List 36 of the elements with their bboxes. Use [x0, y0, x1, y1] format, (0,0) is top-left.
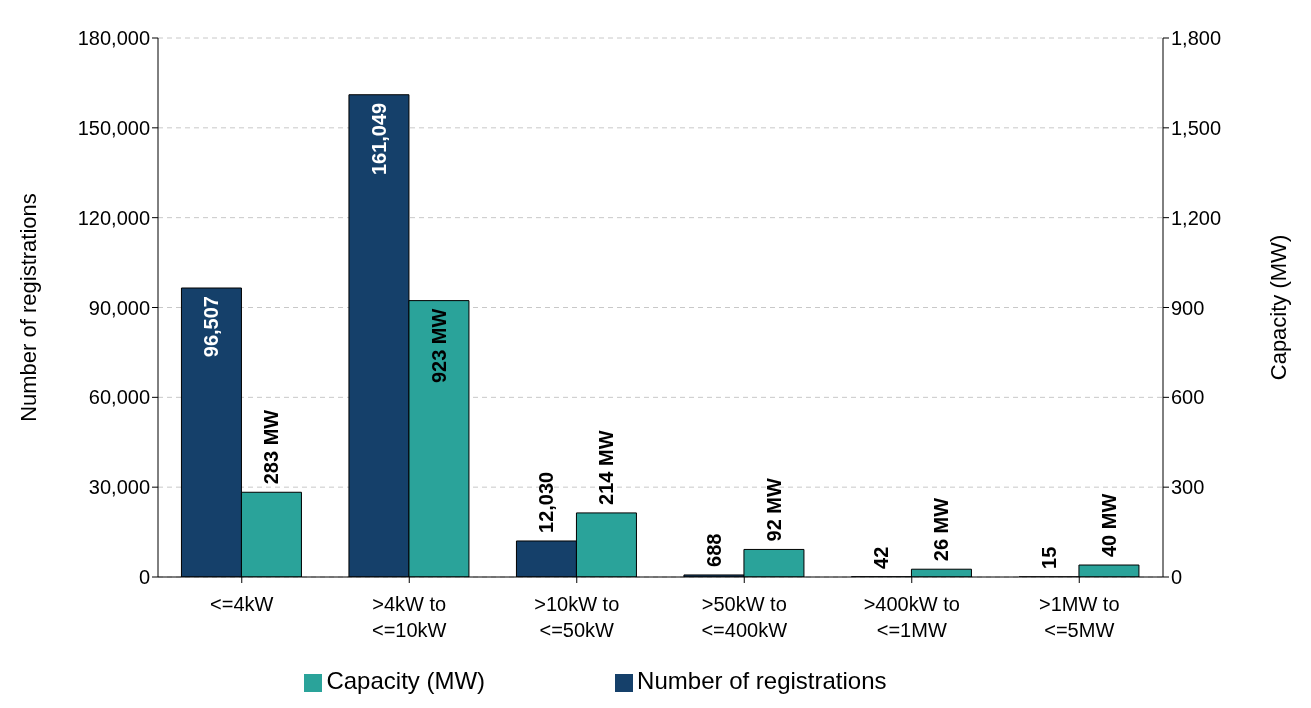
y-tick-label: 30,000: [88, 476, 150, 499]
y-tick-label: 180,000: [77, 27, 150, 50]
data-label: 96,507: [200, 296, 223, 358]
y2-tick-label: 600: [1171, 386, 1205, 409]
y2-tick-label: 900: [1171, 296, 1205, 319]
data-label: 15: [1037, 546, 1060, 569]
x-tick-label: >4kW to <=10kW: [372, 593, 447, 641]
data-label: 283 MW: [260, 409, 283, 485]
y2-tick-label: 1,200: [1171, 206, 1222, 229]
data-label: 923 MW: [427, 308, 450, 384]
y2-axis-title: Capacity (MW): [1265, 234, 1291, 381]
y-tick-label: 0: [138, 566, 150, 589]
data-label: 42: [870, 546, 893, 569]
y2-tick-label: 0: [1171, 566, 1183, 589]
data-label: 688: [702, 533, 725, 567]
x-tick-label: >50kW to <=400kW: [701, 593, 788, 641]
y-tick-label: 150,000: [77, 116, 150, 139]
x-tick-label: <=4kW: [210, 593, 274, 615]
y2-tick-label: 1,800: [1171, 27, 1222, 50]
y-tick-label: 120,000: [77, 206, 150, 229]
legend-label: Capacity (MW): [326, 667, 486, 694]
y-tick-label: 90,000: [88, 296, 150, 319]
y2-tick-label: 1,500: [1171, 116, 1222, 139]
y-axis-title: Number of registrations: [15, 193, 41, 422]
data-label: 40 MW: [1097, 493, 1120, 558]
data-label: 161,049: [367, 102, 390, 176]
data-label: 12,030: [535, 471, 558, 533]
data-label: 26 MW: [930, 497, 953, 562]
x-tick-label: >10kW to <=50kW: [534, 593, 620, 641]
x-tick-label: >1MW to <=5MW: [1038, 593, 1120, 641]
data-label: 214 MW: [595, 430, 618, 505]
y2-tick-label: 300: [1171, 476, 1205, 499]
x-tick-label: >400kW to <=1MW: [863, 593, 960, 641]
data-label: 92 MW: [762, 477, 785, 542]
y-tick-label: 60,000: [88, 386, 150, 409]
legend-label: Number of registrations: [637, 667, 887, 694]
